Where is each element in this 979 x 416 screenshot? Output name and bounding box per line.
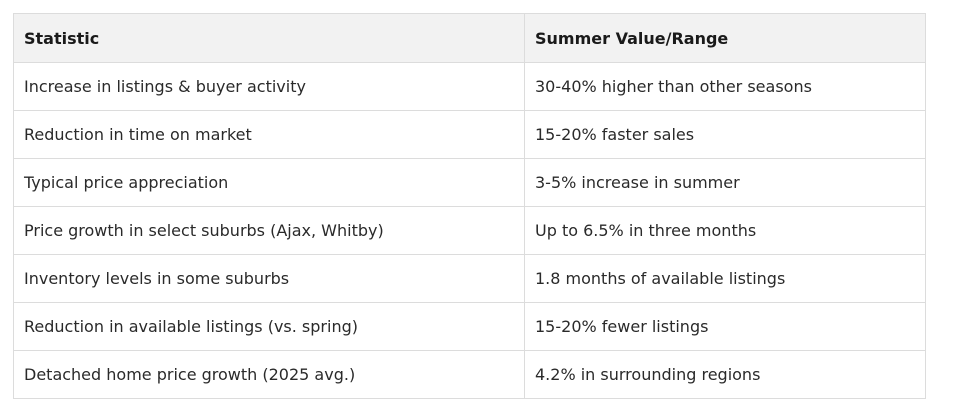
table-row: Reduction in available listings (vs. spr…	[13, 302, 926, 351]
table-row: Detached home price growth (2025 avg.) 4…	[13, 350, 926, 399]
statistic-cell: Increase in listings & buyer activity	[13, 62, 525, 111]
table-body: Increase in listings & buyer activity 30…	[13, 62, 926, 399]
table-row: Price growth in select suburbs (Ajax, Wh…	[13, 206, 926, 255]
column-header-summer-value: Summer Value/Range	[524, 13, 926, 63]
statistic-cell: Price growth in select suburbs (Ajax, Wh…	[13, 206, 525, 255]
value-cell: Up to 6.5% in three months	[524, 206, 926, 255]
statistic-cell: Detached home price growth (2025 avg.)	[13, 350, 525, 399]
value-cell: 1.8 months of available listings	[524, 254, 926, 303]
value-cell: 15-20% fewer listings	[524, 302, 926, 351]
statistic-cell: Reduction in time on market	[13, 110, 525, 159]
value-cell: 30-40% higher than other seasons	[524, 62, 926, 111]
statistic-cell: Inventory levels in some suburbs	[13, 254, 525, 303]
statistic-cell: Typical price appreciation	[13, 158, 525, 207]
table-row: Typical price appreciation 3-5% increase…	[13, 158, 926, 207]
table-row: Increase in listings & buyer activity 30…	[13, 62, 926, 111]
column-header-statistic: Statistic	[13, 13, 525, 63]
value-cell: 15-20% faster sales	[524, 110, 926, 159]
value-cell: 3-5% increase in summer	[524, 158, 926, 207]
table-row: Inventory levels in some suburbs 1.8 mon…	[13, 254, 926, 303]
value-cell: 4.2% in surrounding regions	[524, 350, 926, 399]
table-row: Reduction in time on market 15-20% faste…	[13, 110, 926, 159]
table-header: Statistic Summer Value/Range	[13, 13, 926, 63]
statistic-cell: Reduction in available listings (vs. spr…	[13, 302, 525, 351]
header-row: Statistic Summer Value/Range	[13, 13, 926, 63]
statistics-table: Statistic Summer Value/Range Increase in…	[13, 13, 926, 399]
